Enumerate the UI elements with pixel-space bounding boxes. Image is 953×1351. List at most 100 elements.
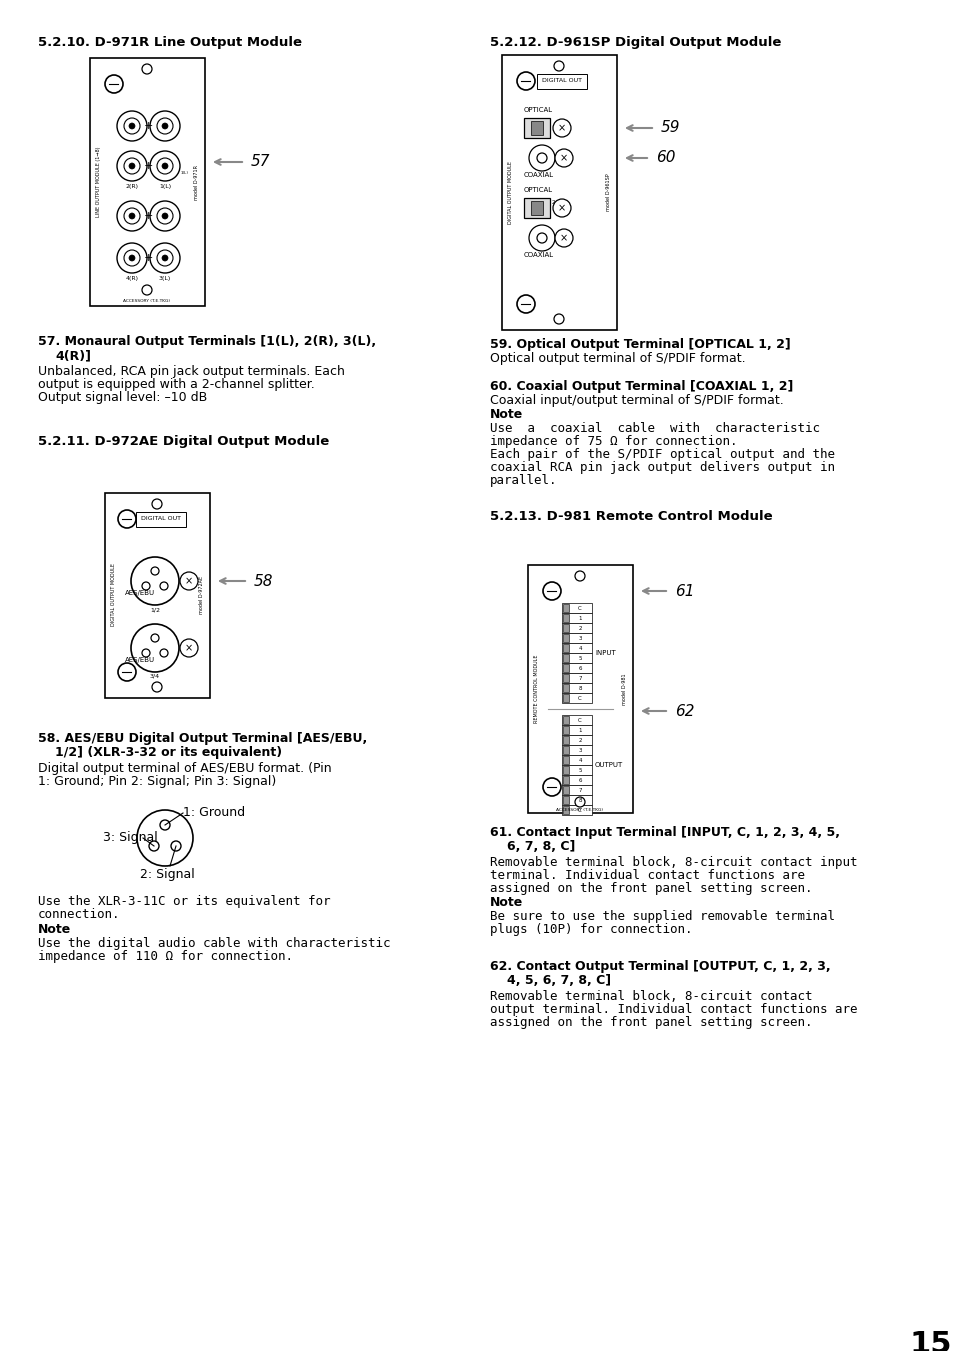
Circle shape: [151, 634, 159, 642]
Bar: [501, 55, 617, 330]
Circle shape: [152, 499, 162, 509]
Circle shape: [117, 243, 147, 273]
Text: assigned on the front panel setting screen.: assigned on the front panel setting scre…: [490, 1016, 812, 1029]
Text: REMOTE CONTROL MODULE: REMOTE CONTROL MODULE: [534, 655, 539, 723]
Text: DIGITAL OUTPUT MODULE: DIGITAL OUTPUT MODULE: [508, 161, 513, 223]
Circle shape: [162, 163, 168, 169]
Circle shape: [529, 226, 555, 251]
Bar: [562, 634, 568, 642]
Bar: [561, 805, 592, 815]
Bar: [562, 757, 568, 765]
Text: connection.: connection.: [38, 908, 120, 921]
Text: model D-972AE: model D-972AE: [199, 576, 204, 615]
Bar: [562, 674, 568, 682]
Text: 8: 8: [578, 685, 581, 690]
Text: ×: ×: [558, 123, 565, 132]
Text: 5.2.12. D-961SP Digital Output Module: 5.2.12. D-961SP Digital Output Module: [490, 36, 781, 49]
Bar: [561, 603, 592, 613]
Text: 1: 1: [578, 727, 581, 732]
Text: ×: ×: [559, 153, 567, 163]
Text: Digital output terminal of AES/EBU format. (Pin: Digital output terminal of AES/EBU forma…: [38, 762, 332, 775]
Text: Use the XLR-3-11C or its equivalent for: Use the XLR-3-11C or its equivalent for: [38, 894, 330, 908]
Circle shape: [542, 582, 560, 600]
Circle shape: [157, 250, 172, 266]
Bar: [90, 58, 205, 305]
Text: Removable terminal block, 8-circuit contact: Removable terminal block, 8-circuit cont…: [490, 990, 812, 1002]
Text: OPTICAL: OPTICAL: [523, 186, 553, 193]
Text: 6: 6: [578, 666, 581, 670]
Text: 4(R): 4(R): [126, 276, 138, 281]
Circle shape: [553, 199, 571, 218]
Text: assigned on the front panel setting screen.: assigned on the front panel setting scre…: [490, 882, 812, 894]
Text: 3: 3: [578, 635, 581, 640]
Text: 4: 4: [578, 646, 581, 650]
Text: Output signal level: –10 dB: Output signal level: –10 dB: [38, 390, 207, 404]
Text: 2: 2: [578, 626, 581, 631]
Bar: [562, 644, 568, 653]
Circle shape: [129, 163, 135, 169]
Text: AES/EBU: AES/EBU: [125, 657, 155, 663]
Circle shape: [129, 213, 135, 219]
Text: Note: Note: [490, 896, 522, 909]
Text: model D-961SP: model D-961SP: [606, 173, 611, 211]
Text: DIGITAL OUT: DIGITAL OUT: [541, 78, 581, 84]
Circle shape: [118, 509, 136, 528]
Circle shape: [150, 201, 180, 231]
Text: output is equipped with a 2-channel splitter.: output is equipped with a 2-channel spli…: [38, 378, 314, 390]
Text: 57: 57: [251, 154, 271, 169]
Text: ×: ×: [185, 643, 193, 653]
Text: COAXIAL: COAXIAL: [523, 172, 554, 178]
Text: 5: 5: [578, 767, 581, 773]
Circle shape: [131, 624, 179, 671]
Text: 1(L): 1(L): [181, 172, 189, 176]
Text: 7: 7: [578, 788, 581, 793]
Text: Be sure to use the supplied removable terminal: Be sure to use the supplied removable te…: [490, 911, 834, 923]
Circle shape: [124, 250, 140, 266]
Text: 59. Optical Output Terminal [OPTICAL 1, 2]: 59. Optical Output Terminal [OPTICAL 1, …: [490, 338, 790, 351]
Bar: [562, 736, 568, 744]
Bar: [561, 634, 592, 643]
Text: Note: Note: [490, 408, 522, 422]
Bar: [562, 716, 568, 724]
Bar: [562, 786, 568, 794]
Bar: [105, 493, 210, 698]
Bar: [562, 746, 568, 754]
Circle shape: [150, 243, 180, 273]
Text: ×: ×: [558, 203, 565, 213]
Circle shape: [554, 61, 563, 72]
Text: 1: Ground: 1: Ground: [183, 807, 245, 820]
Circle shape: [162, 255, 168, 261]
Text: Note: Note: [38, 923, 71, 936]
Circle shape: [157, 158, 172, 174]
Text: OUTPUT: OUTPUT: [595, 762, 622, 767]
Bar: [562, 694, 568, 703]
Bar: [561, 755, 592, 765]
Bar: [561, 785, 592, 794]
Bar: [561, 775, 592, 785]
Bar: [561, 673, 592, 684]
Circle shape: [553, 119, 571, 136]
Text: 62: 62: [675, 704, 694, 719]
Text: 2: Signal: 2: Signal: [139, 867, 194, 881]
Text: COAXIAL: COAXIAL: [523, 253, 554, 258]
Circle shape: [160, 648, 168, 657]
Bar: [531, 122, 542, 135]
Bar: [562, 796, 568, 804]
Circle shape: [171, 842, 181, 851]
Bar: [562, 775, 568, 784]
Bar: [562, 613, 568, 621]
Text: +: +: [143, 211, 152, 222]
Circle shape: [149, 842, 159, 851]
Text: 3(L): 3(L): [159, 276, 171, 281]
Circle shape: [160, 820, 170, 830]
Circle shape: [554, 313, 563, 324]
Circle shape: [117, 201, 147, 231]
Circle shape: [129, 123, 135, 128]
Bar: [561, 613, 592, 623]
Bar: [561, 744, 592, 755]
Text: model D-971R: model D-971R: [194, 165, 199, 200]
Text: 57. Monaural Output Terminals [1(L), 2(R), 3(L),: 57. Monaural Output Terminals [1(L), 2(R…: [38, 335, 375, 349]
Circle shape: [162, 213, 168, 219]
Circle shape: [105, 76, 123, 93]
Circle shape: [124, 158, 140, 174]
